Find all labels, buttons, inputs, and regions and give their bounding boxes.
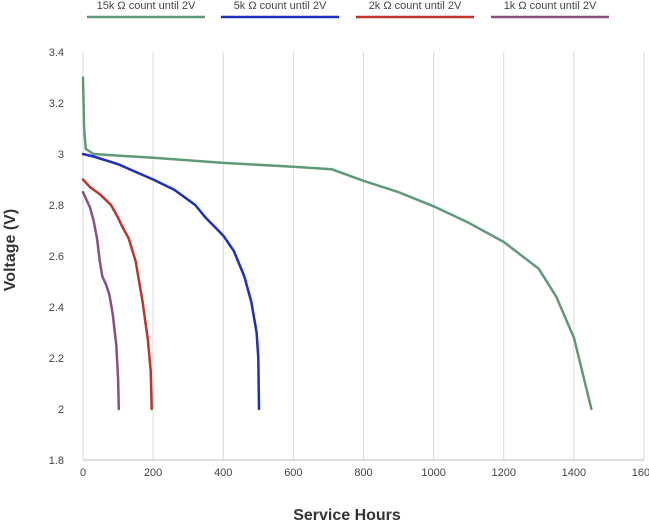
series-lines bbox=[81, 76, 593, 411]
legend-label: 1k Ω count until 2V bbox=[504, 0, 597, 12]
y-tick-label: 2.2 bbox=[49, 353, 64, 365]
series-line-4 bbox=[81, 190, 121, 411]
y-tick-label: 1.8 bbox=[49, 455, 64, 467]
legend-label: 5k Ω count until 2V bbox=[234, 0, 327, 12]
y-axis-title: Voltage (V) bbox=[2, 209, 19, 291]
legend-label: 15k Ω count until 2V bbox=[97, 0, 196, 12]
x-tick-label: 800 bbox=[354, 467, 372, 479]
x-tick-label: 1600 bbox=[632, 467, 649, 479]
y-tick-label: 2 bbox=[58, 404, 64, 416]
y-tick-label: 2.6 bbox=[49, 251, 64, 263]
y-tick-label: 2.4 bbox=[49, 302, 64, 314]
y-tick-label: 3.2 bbox=[49, 98, 64, 110]
y-tick-label: 2.8 bbox=[49, 200, 64, 212]
x-tick-label: 400 bbox=[214, 467, 232, 479]
y-axis-ticks: 1.8 2 2.2 2.4 2.6 2.8 3 3.2 3.4 bbox=[49, 47, 64, 467]
x-axis-ticks: 0 200 400 600 800 1000 1200 1400 1600 bbox=[80, 467, 649, 479]
legend: 15k Ω count until 2V 5k Ω count until 2V 2… bbox=[87, 0, 609, 19]
y-tick-label: 3 bbox=[58, 149, 64, 161]
x-tick-label: 1400 bbox=[562, 467, 586, 479]
x-tick-label: 200 bbox=[144, 467, 162, 479]
x-tick-label: 0 bbox=[80, 467, 86, 479]
x-tick-label: 1000 bbox=[421, 467, 445, 479]
x-tick-label: 600 bbox=[284, 467, 302, 479]
series-line-3 bbox=[81, 178, 153, 411]
series-line-1 bbox=[81, 76, 593, 411]
series-line-2 bbox=[81, 152, 261, 411]
y-tick-label: 3.4 bbox=[49, 47, 64, 59]
grid bbox=[82, 52, 645, 461]
x-axis-title: Service Hours bbox=[293, 507, 401, 521]
legend-label: 2k Ω count until 2V bbox=[369, 0, 462, 12]
x-tick-label: 1200 bbox=[492, 467, 516, 479]
